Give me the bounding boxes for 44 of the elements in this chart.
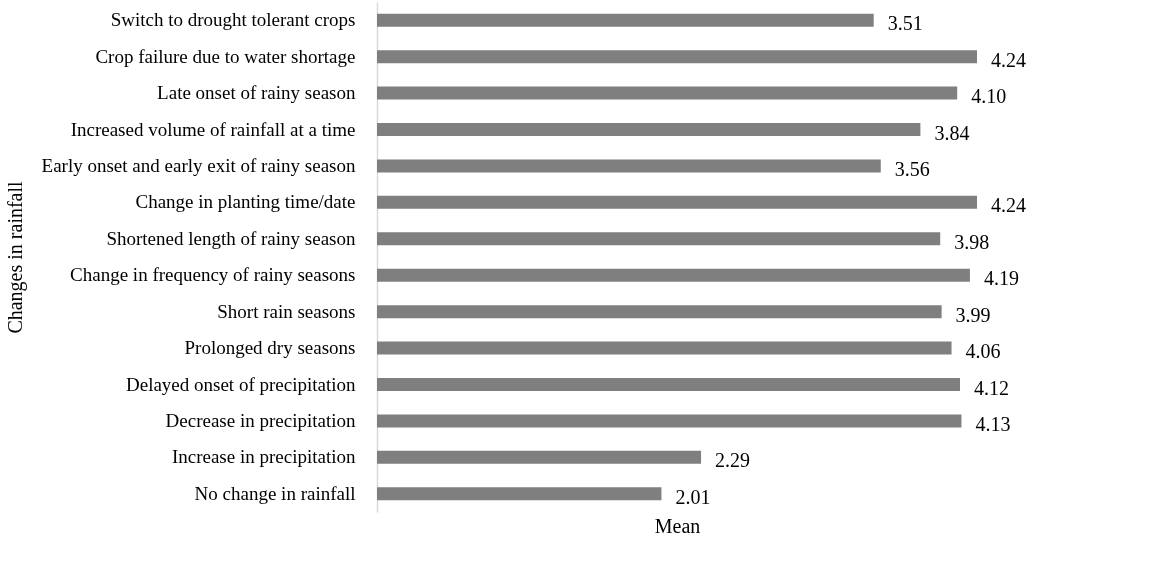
bar: [377, 232, 941, 246]
y-tick-label: Delayed onset of precipitation: [125, 373, 356, 395]
y-tick-label: Increased volume of rainfall at a time: [70, 118, 356, 140]
bar: [377, 341, 952, 355]
y-axis-title: Changes in rainfall: [3, 180, 27, 334]
bar: [377, 487, 662, 501]
data-label: 4.19: [983, 267, 1019, 290]
data-label: 4.24: [991, 194, 1026, 217]
data-label: 2.01: [675, 485, 711, 508]
data-label: 4.06: [965, 340, 1001, 363]
data-label: 3.84: [934, 121, 970, 144]
data-label: 4.24: [991, 48, 1026, 71]
y-tick-label: Crop failure due to water shortage: [95, 45, 356, 67]
data-label: 3.99: [955, 303, 991, 326]
bar: [377, 159, 881, 173]
data-label: 4.12: [974, 376, 1010, 399]
y-tick-label: Change in frequency of rainy seasons: [70, 264, 356, 286]
bar: [377, 450, 702, 464]
y-tick-label: Decrease in precipitation: [165, 409, 356, 431]
data-label: 3.98: [954, 230, 990, 253]
bar: [377, 268, 970, 282]
bar: [377, 414, 962, 428]
y-tick-label: Switch to drought tolerant crops: [110, 9, 356, 31]
y-tick-label: Increase in precipitation: [171, 446, 356, 468]
bar: [377, 195, 977, 209]
data-label: 4.10: [971, 85, 1007, 108]
y-tick-label: Late onset of rainy season: [157, 82, 356, 104]
data-label: 3.51: [887, 12, 923, 35]
y-tick-label: Short rain seasons: [217, 300, 356, 322]
y-tick-label: Change in planting time/date: [135, 191, 356, 213]
y-tick-label: No change in rainfall: [194, 482, 356, 504]
bar: [377, 123, 921, 136]
y-tick-label: Prolonged dry seasons: [184, 337, 356, 359]
bar: [377, 305, 942, 319]
data-label: 2.29: [715, 449, 751, 472]
bar: [377, 86, 958, 100]
x-axis-title: Mean: [654, 514, 701, 537]
y-tick-label: Shortened length of rainy season: [106, 227, 356, 249]
y-tick-label: Early onset and early exit of rainy season: [41, 154, 356, 176]
bar: [377, 13, 874, 27]
data-label: 4.13: [975, 412, 1011, 435]
bar: [377, 50, 977, 64]
bar: [377, 378, 961, 391]
data-label: 3.56: [894, 157, 930, 180]
